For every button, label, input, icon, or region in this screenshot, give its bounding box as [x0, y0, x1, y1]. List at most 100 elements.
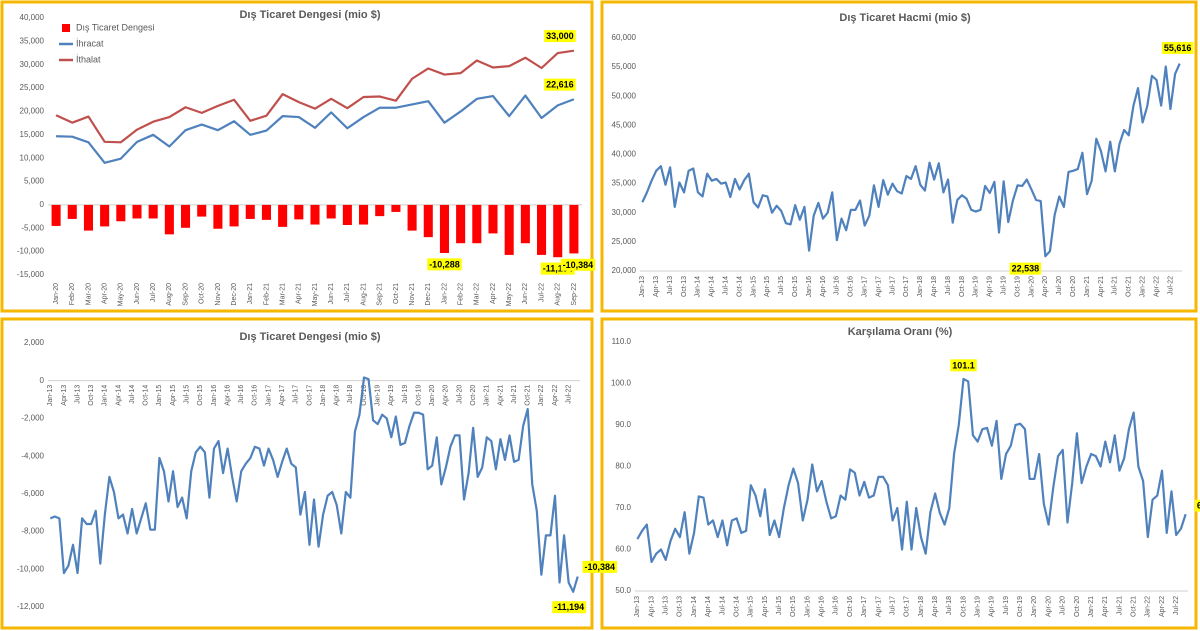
x-tick-label: Jul-14 — [129, 385, 136, 404]
x-tick-label: Jan-18 — [320, 385, 327, 407]
y-tick-label: 20,000 — [20, 107, 45, 116]
x-tick-label: Jul-20 — [456, 385, 463, 404]
x-tick-label: Sep-21 — [377, 283, 384, 306]
x-tick-label: Oct-18 — [960, 596, 967, 617]
x-tick-label: Aug-21 — [360, 283, 367, 306]
panel-frame — [0, 0, 594, 313]
x-tick-label: Apr-15 — [170, 385, 177, 406]
x-tick-label: Oct-17 — [903, 276, 910, 297]
y-tick-label: -10,000 — [17, 564, 45, 573]
x-tick-label: Apr-21 — [497, 385, 504, 406]
x-tick-label: Jul-16 — [834, 276, 841, 295]
x-tick-label: Jan-19 — [975, 596, 982, 618]
y-tick-label: 40,000 — [612, 150, 637, 159]
x-tick-label: Jul-13 — [663, 596, 670, 615]
value-label: 68.5 — [1197, 501, 1200, 511]
line-series — [49, 376, 579, 593]
x-tick-label: Jul-18 — [347, 385, 354, 404]
x-tick-label: Jan-21 — [1084, 276, 1091, 298]
x-tick-label: Jan-13 — [47, 385, 54, 407]
x-tick-label: Sep-22 — [571, 283, 578, 306]
bar — [148, 204, 158, 219]
x-tick-label: Feb-22 — [457, 283, 464, 305]
x-tick-label: Oct-14 — [733, 596, 740, 617]
x-tick-label: Apr-13 — [648, 596, 655, 617]
x-tick-label: Jan-17 — [861, 596, 868, 618]
x-tick-label: Apr-20 — [101, 283, 108, 304]
panel-frame — [0, 317, 594, 630]
bar — [407, 204, 417, 231]
x-tick-label: Jan-21 — [484, 385, 491, 407]
x-tick-label: Jan-18 — [917, 276, 924, 298]
bar — [116, 204, 126, 222]
x-tick-label: Jan-19 — [973, 276, 980, 298]
y-tick-label: 25,000 — [612, 237, 637, 246]
x-tick-label: Oct-16 — [848, 276, 855, 297]
x-tick-label: Apr-20 — [443, 385, 450, 406]
y-tick-label: -12,000 — [17, 602, 45, 611]
bar — [569, 204, 579, 254]
x-tick-label: Jul-14 — [723, 276, 730, 295]
chart-title: Dış Ticaret Dengesi (mio $) — [239, 331, 380, 343]
y-tick-label: 30,000 — [20, 60, 45, 69]
bar — [391, 204, 401, 212]
x-tick-label: Apr-14 — [709, 276, 716, 297]
x-tick-label: Feb-20 — [69, 283, 76, 305]
y-tick-label: 45,000 — [612, 120, 637, 129]
x-tick-label: Oct-21 — [1130, 596, 1137, 617]
x-tick-label: Jan-16 — [211, 385, 218, 407]
x-tick-label: Jan-14 — [695, 276, 702, 298]
bar — [423, 204, 433, 238]
x-tick-label: Apr-15 — [764, 276, 771, 297]
line-series — [636, 377, 1187, 564]
y-tick-label: -5,000 — [21, 223, 44, 232]
x-tick-label: Jul-15 — [776, 596, 783, 615]
x-tick-label: May-20 — [118, 283, 125, 306]
bar — [553, 204, 563, 258]
x-tick-label: Jul-19 — [1000, 276, 1007, 295]
bar — [342, 204, 352, 226]
x-tick-label: Oct-17 — [904, 596, 911, 617]
x-tick-label: Jul-16 — [238, 385, 245, 404]
bar — [245, 204, 255, 219]
x-tick-label: Jul-21 — [1112, 276, 1119, 295]
y-tick-label: -15,000 — [17, 270, 45, 279]
legend-label: İhracat — [76, 38, 104, 48]
x-tick-label: Jan-21 — [1088, 596, 1095, 618]
y-tick-label: 55,000 — [612, 62, 637, 71]
y-tick-label: 50.0 — [615, 586, 631, 595]
bar — [520, 204, 530, 244]
x-tick-label: Jul-21 — [1116, 596, 1123, 615]
x-tick-label: Jan-16 — [806, 276, 813, 298]
value-label: -10,384 — [584, 562, 615, 572]
value-label: 33,000 — [546, 31, 574, 41]
value-label-bg — [544, 78, 576, 91]
bar — [359, 204, 369, 225]
y-tick-label: 5,000 — [24, 177, 45, 186]
x-tick-label: Jan-17 — [265, 385, 272, 407]
x-tick-label: Apr-13 — [61, 385, 68, 406]
legend-label: Dış Ticaret Dengesi — [76, 22, 155, 32]
value-label-bg — [544, 30, 576, 43]
x-tick-label: Jul-21 — [511, 385, 518, 404]
value-label: -11,194 — [543, 264, 573, 274]
bar — [504, 204, 514, 255]
y-tick-label: 80.0 — [615, 462, 631, 471]
line-series — [55, 49, 575, 144]
legend-label: İthalat — [76, 54, 101, 64]
x-tick-label: Jul-22 — [538, 283, 545, 302]
x-tick-label: Oct-15 — [790, 596, 797, 617]
bar — [375, 204, 385, 217]
y-tick-label: 60.0 — [615, 545, 631, 554]
line-series — [641, 63, 1181, 258]
x-tick-label: Apr-21 — [296, 283, 303, 304]
x-tick-label: Jan-18 — [918, 596, 925, 618]
x-tick-label: Jun-21 — [328, 283, 335, 305]
x-tick-label: May-21 — [312, 283, 319, 306]
value-label: 22,538 — [1012, 264, 1040, 274]
x-tick-label: Jul-17 — [889, 276, 896, 295]
x-tick-label: Mar-21 — [279, 283, 286, 305]
y-tick-label: 15,000 — [20, 130, 45, 139]
bar — [51, 204, 61, 226]
chart-title: Karşılama Oranı (%) — [848, 326, 953, 338]
